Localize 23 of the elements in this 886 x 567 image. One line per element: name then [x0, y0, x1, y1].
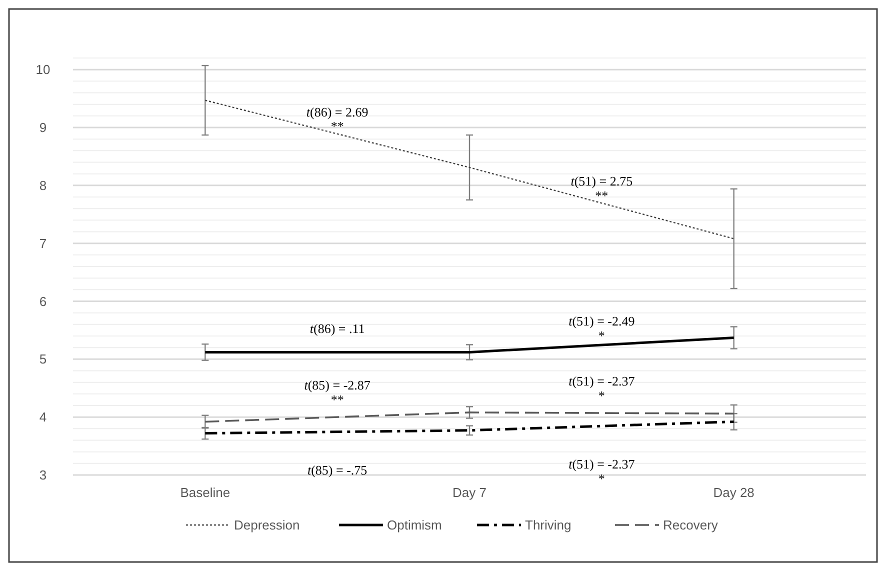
annotation: t(86) = .11	[310, 320, 365, 336]
legend-label: Depression	[234, 518, 300, 533]
y-tick-label: 6	[39, 294, 47, 309]
annotation: t(85) = -2.87 **	[304, 378, 371, 407]
annotation: t(51) = -2.37 *	[568, 374, 636, 403]
y-tick-label: 10	[36, 62, 50, 78]
annotation: t(86) = 2.69 **	[306, 104, 368, 134]
legend-label: Recovery	[663, 518, 718, 533]
x-tick-label: Day 28	[713, 485, 754, 500]
y-tick-label: 7	[39, 236, 47, 251]
y-tick-label: 5	[39, 352, 47, 367]
annotation: t(51) = -2.49 *	[568, 314, 635, 343]
y-tick-label: 4	[39, 410, 47, 425]
legend-label: Optimism	[387, 518, 442, 533]
y-tick-label: 8	[39, 178, 47, 193]
annotation: t(51) = 2.75 **	[570, 174, 633, 203]
x-tick-label: Baseline	[180, 485, 230, 500]
annotation: t(85) = -.75	[307, 462, 368, 478]
legend-label: Thriving	[525, 518, 572, 533]
x-tick-label: Day 7	[452, 485, 486, 500]
y-tick-label: 9	[39, 120, 47, 136]
y-tick-label: 3	[39, 468, 47, 483]
annotation: t(51) = -2.37 *	[568, 456, 636, 486]
